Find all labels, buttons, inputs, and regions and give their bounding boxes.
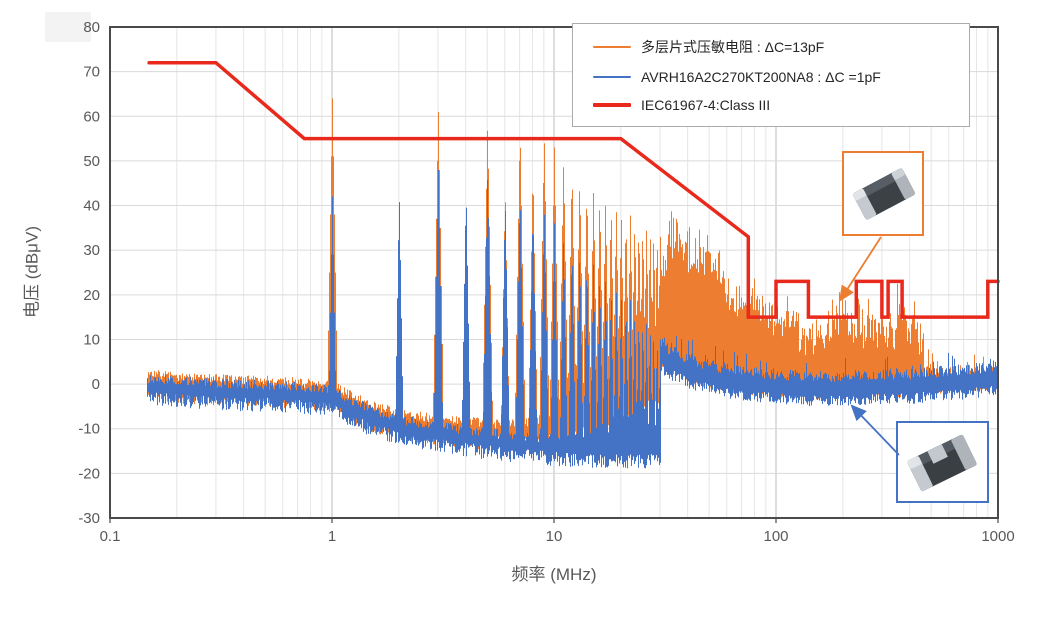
legend-label-iec: IEC61967-4:Class III [641,97,771,113]
legend-label-avrh: AVRH16A2C270KT200NA8 : ΔC =1pF [641,69,881,85]
y-tick-label: 80 [83,19,100,36]
chart-legend: 多层片式压敏电阻 : ΔC=13pF AVRH16A2C270KT200NA8 … [572,23,970,127]
x-tick-label: 1000 [981,528,1014,545]
x-tick-label: 10 [546,528,563,545]
avrh-chip-image [907,434,977,492]
y-tick-label: -30 [78,510,100,527]
varistor-product-inset [839,151,924,303]
y-tick-label: -20 [78,465,100,482]
y-tick-label: 20 [83,287,100,304]
legend-line-sample-varistor [593,46,631,48]
series-avrh-trace [147,170,998,469]
iec-limit-line [147,60,1000,319]
x-axis-title: 频率 (MHz) [511,565,597,584]
orange-annotation-arrow [839,236,882,303]
scan-artifact [45,12,91,42]
y-axis-title: 电压 (dBμV) [22,226,42,318]
y-tick-label: -10 [78,421,100,438]
blue-annotation-arrow [850,404,900,456]
x-tick-label: 100 [763,528,788,545]
y-tick-label: 10 [83,331,100,348]
legend-line-sample-avrh [593,76,631,78]
y-tick-label: 60 [83,108,100,125]
varistor-chip-image [852,168,916,220]
y-tick-label: 30 [83,242,100,259]
legend-item-avrh: AVRH16A2C270KT200NA8 : ΔC =1pF [593,69,963,85]
y-tick-label: 40 [83,198,100,215]
x-tick-label: 1 [328,528,336,545]
avrh-product-inset [850,404,989,503]
x-tick-label: 0.1 [100,528,121,545]
legend-line-sample-iec [593,103,631,107]
y-tick-label: 70 [83,64,100,81]
legend-label-varistor: 多层片式压敏电阻 : ΔC=13pF [641,39,825,55]
y-tick-label: 0 [92,376,100,393]
legend-item-varistor: 多层片式压敏电阻 : ΔC=13pF [593,37,963,57]
y-tick-label: 50 [83,153,100,170]
legend-item-iec-limit: IEC61967-4:Class III [593,97,963,113]
plot-frame [109,26,999,523]
